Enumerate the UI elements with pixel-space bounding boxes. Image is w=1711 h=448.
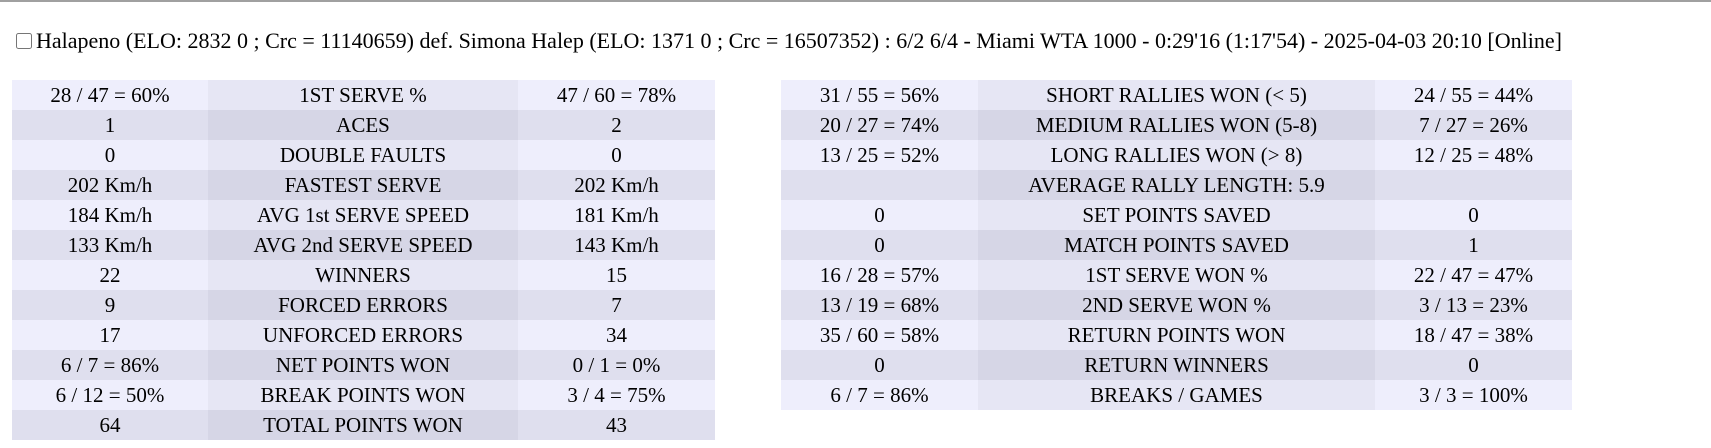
stat-row: 6 / 7 = 86% BREAKS / GAMES 3 / 3 = 100% — [781, 380, 1572, 410]
stat-row: 35 / 60 = 58% RETURN POINTS WON 18 / 47 = … — [781, 320, 1572, 350]
player-value: 28 / 47 = 60% — [12, 80, 208, 110]
opponent-value: 24 / 55 = 44% — [1375, 80, 1572, 110]
stat-row: 0 DOUBLE FAULTS 0 — [12, 140, 715, 170]
player-value: 6 / 7 = 86% — [12, 350, 208, 380]
stat-label: SET POINTS SAVED — [978, 200, 1375, 230]
player-value: 202 Km/h — [12, 170, 208, 200]
stat-row: 13 / 25 = 52% LONG RALLIES WON (> 8) 12 / … — [781, 140, 1572, 170]
stat-row: 202 Km/h FASTEST SERVE 202 Km/h — [12, 170, 715, 200]
opponent-value: 0 — [1375, 200, 1572, 230]
stat-label: DOUBLE FAULTS — [208, 140, 518, 170]
stat-label: AVG 1st SERVE SPEED — [208, 200, 518, 230]
player-value: 0 — [12, 140, 208, 170]
stat-label: LONG RALLIES WON (> 8) — [978, 140, 1375, 170]
stat-row: 6 / 12 = 50% BREAK POINTS WON 3 / 4 = 75% — [12, 380, 715, 410]
player-value: 9 — [12, 290, 208, 320]
stat-row: 1 ACES 2 — [12, 110, 715, 140]
stat-label: RETURN WINNERS — [978, 350, 1375, 380]
stat-label: MATCH POINTS SAVED — [978, 230, 1375, 260]
player-value: 0 — [781, 200, 978, 230]
opponent-value: 0 — [1375, 350, 1572, 380]
opponent-value: 7 — [518, 290, 715, 320]
top-rule — [0, 0, 1711, 2]
opponent-value: 7 / 27 = 26% — [1375, 110, 1572, 140]
stat-row: 64 TOTAL POINTS WON 43 — [12, 410, 715, 440]
stats-table: 28 / 47 = 60% 1ST SERVE % 47 / 60 = 78% 1 AC… — [12, 80, 715, 440]
player-value: 20 / 27 = 74% — [781, 110, 978, 140]
stat-row: AVERAGE RALLY LENGTH: 5.9 — [781, 170, 1572, 200]
player-value: 6 / 7 = 86% — [781, 380, 978, 410]
match-header: Halapeno (ELO: 2832 0 ; Crc = 11140659) … — [16, 28, 1562, 54]
stat-row: 16 / 28 = 57% 1ST SERVE WON % 22 / 47 = 47… — [781, 260, 1572, 290]
opponent-value: 1 — [1375, 230, 1572, 260]
opponent-value: 202 Km/h — [518, 170, 715, 200]
opponent-value: 15 — [518, 260, 715, 290]
player-value — [781, 170, 978, 200]
opponent-value: 3 / 13 = 23% — [1375, 290, 1572, 320]
stat-label: MEDIUM RALLIES WON (5-8) — [978, 110, 1375, 140]
stat-label: SHORT RALLIES WON (< 5) — [978, 80, 1375, 110]
stat-row: 133 Km/h AVG 2nd SERVE SPEED 143 Km/h — [12, 230, 715, 260]
opponent-value: 47 / 60 = 78% — [518, 80, 715, 110]
opponent-value: 22 / 47 = 47% — [1375, 260, 1572, 290]
stat-label: 2ND SERVE WON % — [978, 290, 1375, 320]
stat-label: AVG 2nd SERVE SPEED — [208, 230, 518, 260]
stat-label: ACES — [208, 110, 518, 140]
stat-row: 0 MATCH POINTS SAVED 1 — [781, 230, 1572, 260]
stat-row: 28 / 47 = 60% 1ST SERVE % 47 / 60 = 78% — [12, 80, 715, 110]
opponent-value: 181 Km/h — [518, 200, 715, 230]
stat-label: FASTEST SERVE — [208, 170, 518, 200]
stat-row: 0 RETURN WINNERS 0 — [781, 350, 1572, 380]
player-value: 1 — [12, 110, 208, 140]
opponent-value: 3 / 4 = 75% — [518, 380, 715, 410]
opponent-value: 18 / 47 = 38% — [1375, 320, 1572, 350]
stat-row: 31 / 55 = 56% SHORT RALLIES WON (< 5) 24 /… — [781, 80, 1572, 110]
rally-table: 31 / 55 = 56% SHORT RALLIES WON (< 5) 24 /… — [781, 80, 1572, 410]
player-value: 13 / 25 = 52% — [781, 140, 978, 170]
player-value: 133 Km/h — [12, 230, 208, 260]
stat-row: 9 FORCED ERRORS 7 — [12, 290, 715, 320]
stat-row: 6 / 7 = 86% NET POINTS WON 0 / 1 = 0% — [12, 350, 715, 380]
player-value: 184 Km/h — [12, 200, 208, 230]
stat-label: 1ST SERVE % — [208, 80, 518, 110]
player-value: 64 — [12, 410, 208, 440]
opponent-value: 0 — [518, 140, 715, 170]
stat-label: RETURN POINTS WON — [978, 320, 1375, 350]
stat-label: BREAKS / GAMES — [978, 380, 1375, 410]
opponent-value: 0 / 1 = 0% — [518, 350, 715, 380]
stat-label: TOTAL POINTS WON — [208, 410, 518, 440]
stat-label: FORCED ERRORS — [208, 290, 518, 320]
opponent-value: 143 Km/h — [518, 230, 715, 260]
stat-label: 1ST SERVE WON % — [978, 260, 1375, 290]
player-value: 13 / 19 = 68% — [781, 290, 978, 320]
opponent-value: 2 — [518, 110, 715, 140]
player-value: 35 / 60 = 58% — [781, 320, 978, 350]
player-value: 22 — [12, 260, 208, 290]
stat-row: 184 Km/h AVG 1st SERVE SPEED 181 Km/h — [12, 200, 715, 230]
player-value: 31 / 55 = 56% — [781, 80, 978, 110]
stat-label: AVERAGE RALLY LENGTH: 5.9 — [978, 170, 1375, 200]
stat-row: 22 WINNERS 15 — [12, 260, 715, 290]
opponent-value: 34 — [518, 320, 715, 350]
stat-label: BREAK POINTS WON — [208, 380, 518, 410]
player-value: 16 / 28 = 57% — [781, 260, 978, 290]
player-value: 0 — [781, 230, 978, 260]
match-title: Halapeno (ELO: 2832 0 ; Crc = 11140659) … — [36, 28, 1562, 53]
stat-row: 13 / 19 = 68% 2ND SERVE WON % 3 / 13 = 23% — [781, 290, 1572, 320]
opponent-value: 12 / 25 = 48% — [1375, 140, 1572, 170]
stat-label: UNFORCED ERRORS — [208, 320, 518, 350]
stat-row: 20 / 27 = 74% MEDIUM RALLIES WON (5-8) 7 /… — [781, 110, 1572, 140]
player-value: 6 / 12 = 50% — [12, 380, 208, 410]
player-value: 17 — [12, 320, 208, 350]
stat-row: 17 UNFORCED ERRORS 34 — [12, 320, 715, 350]
stat-label: WINNERS — [208, 260, 518, 290]
opponent-value: 43 — [518, 410, 715, 440]
stat-row: 0 SET POINTS SAVED 0 — [781, 200, 1572, 230]
opponent-value: 3 / 3 = 100% — [1375, 380, 1572, 410]
player-value: 0 — [781, 350, 978, 380]
opponent-value — [1375, 170, 1572, 200]
stat-label: NET POINTS WON — [208, 350, 518, 380]
match-checkbox[interactable] — [16, 33, 32, 49]
